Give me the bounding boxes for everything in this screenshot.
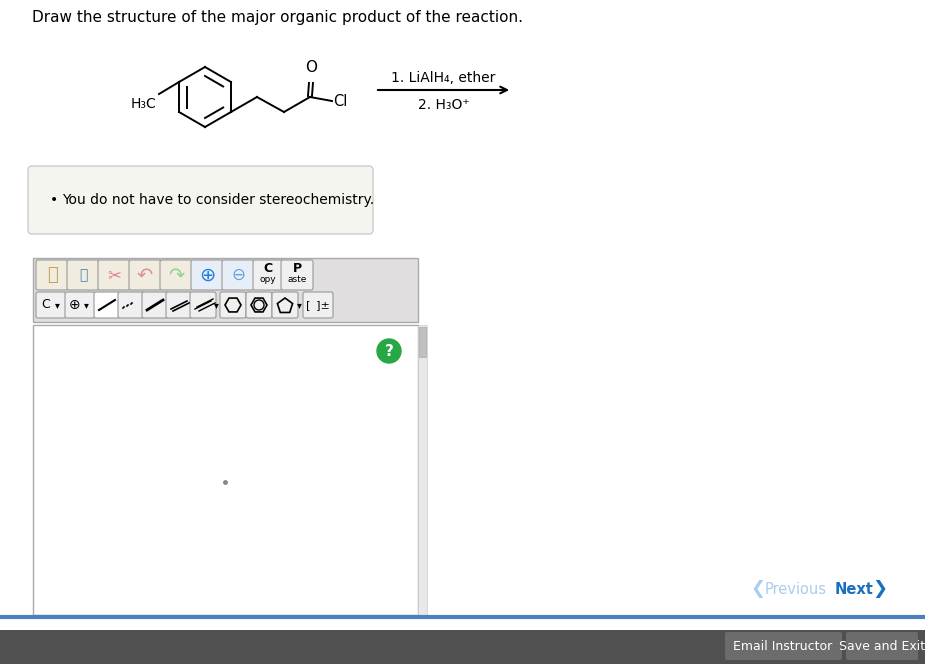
Text: ▾: ▾	[55, 300, 59, 310]
Text: 1. LiAlH₄, ether: 1. LiAlH₄, ether	[391, 71, 496, 85]
Text: ⊖: ⊖	[231, 266, 245, 284]
FancyBboxPatch shape	[246, 292, 272, 318]
Bar	[33, 258, 418, 322]
Text: You do not have to consider stereochemistry.: You do not have to consider stereochemis…	[62, 193, 374, 207]
Text: ✋: ✋	[46, 266, 57, 284]
Text: Previous: Previous	[765, 582, 827, 596]
Text: Save and Exit: Save and Exit	[839, 639, 925, 653]
FancyBboxPatch shape	[846, 632, 918, 660]
Text: C: C	[264, 262, 273, 276]
FancyBboxPatch shape	[129, 260, 161, 290]
FancyBboxPatch shape	[191, 260, 223, 290]
Text: ⊕: ⊕	[199, 266, 216, 284]
Text: 🧪: 🧪	[79, 268, 87, 282]
FancyBboxPatch shape	[281, 260, 313, 290]
FancyBboxPatch shape	[220, 292, 246, 318]
FancyBboxPatch shape	[253, 260, 283, 290]
Text: [ ]±: [ ]±	[306, 300, 330, 310]
Text: ⊕: ⊕	[69, 298, 80, 312]
Text: Email Instructor: Email Instructor	[734, 639, 833, 653]
Text: ▾: ▾	[83, 300, 89, 310]
Text: aste: aste	[288, 276, 307, 284]
Text: •: •	[50, 193, 58, 207]
FancyBboxPatch shape	[67, 260, 99, 290]
FancyBboxPatch shape	[160, 260, 192, 290]
FancyBboxPatch shape	[222, 260, 254, 290]
Text: ↶: ↶	[137, 266, 154, 284]
Text: H₃C: H₃C	[130, 97, 156, 111]
FancyBboxPatch shape	[65, 292, 95, 318]
Text: ❯: ❯	[872, 580, 887, 598]
FancyBboxPatch shape	[98, 260, 130, 290]
FancyBboxPatch shape	[142, 292, 168, 318]
Text: C: C	[42, 299, 50, 311]
Text: ✂: ✂	[107, 266, 121, 284]
Text: Draw the structure of the major organic product of the reaction.: Draw the structure of the major organic …	[32, 10, 523, 25]
FancyBboxPatch shape	[303, 292, 333, 318]
FancyBboxPatch shape	[272, 292, 298, 318]
FancyBboxPatch shape	[190, 292, 216, 318]
Text: ▾: ▾	[297, 300, 302, 310]
Bar	[33, 325, 418, 615]
Text: ▾: ▾	[214, 300, 218, 310]
Text: ?: ?	[385, 343, 393, 359]
Bar	[418, 325, 427, 615]
Text: Next: Next	[835, 582, 874, 596]
Text: Cl: Cl	[333, 94, 348, 108]
Text: 2. H₃O⁺: 2. H₃O⁺	[418, 98, 469, 112]
FancyBboxPatch shape	[36, 292, 66, 318]
Bar	[0, 630, 925, 664]
FancyBboxPatch shape	[36, 260, 68, 290]
FancyBboxPatch shape	[94, 292, 120, 318]
FancyBboxPatch shape	[166, 292, 192, 318]
FancyBboxPatch shape	[28, 166, 373, 234]
Text: ❮: ❮	[750, 580, 765, 598]
Circle shape	[377, 339, 401, 363]
Text: opy: opy	[260, 276, 277, 284]
FancyBboxPatch shape	[725, 632, 842, 660]
FancyBboxPatch shape	[118, 292, 144, 318]
Text: O: O	[305, 60, 317, 75]
Text: ↷: ↷	[167, 266, 184, 284]
Text: P: P	[292, 262, 302, 276]
Bar	[419, 327, 426, 357]
